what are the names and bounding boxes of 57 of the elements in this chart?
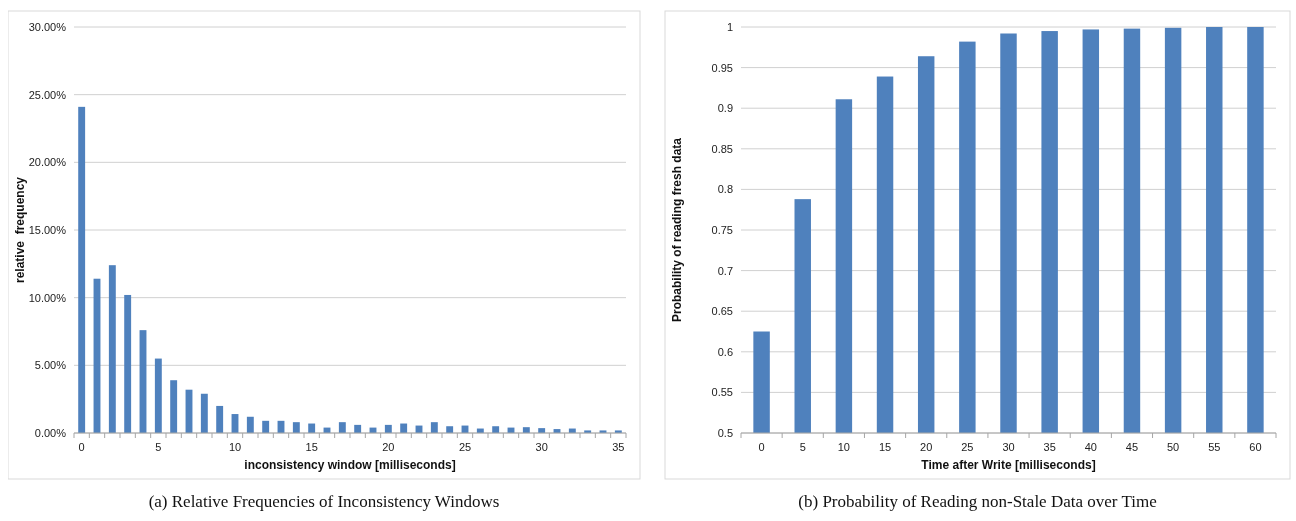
bar <box>108 265 116 433</box>
bar <box>170 380 178 433</box>
y-axis-title: relative frequency <box>13 176 27 284</box>
y-tick-label: 20.00% <box>28 156 67 169</box>
x-tick-label: 40 <box>1084 441 1097 453</box>
y-tick-label: 15.00% <box>28 224 67 236</box>
y-tick-label: 0.8 <box>717 183 733 196</box>
y-axis-title: Probability of reading fresh data <box>670 137 684 323</box>
bar <box>78 106 86 433</box>
x-tick-label: 60 <box>1249 441 1262 453</box>
y-tick-label: 0.7 <box>717 264 733 277</box>
y-tick-label: 30.00% <box>28 21 67 33</box>
text: (a) Relative Frequencies of Inconsistency Windows <box>148 492 500 511</box>
x-tick-label: 5 <box>155 441 162 453</box>
x-tick-label: 30 <box>1002 441 1015 453</box>
x-tick-label: 20 <box>382 441 395 453</box>
y-tick-label: 0.95 <box>711 61 733 74</box>
x-tick-label: 15 <box>305 441 318 453</box>
x-tick-label: 10 <box>837 441 851 453</box>
bar <box>262 420 270 433</box>
x-tick-label: 10 <box>228 441 242 453</box>
x-tick-label: 20 <box>920 441 933 453</box>
y-tick-label: 0.6 <box>717 345 733 358</box>
x-tick-label: 0 <box>758 441 765 453</box>
bar <box>154 358 162 433</box>
x-tick-label: 35 <box>612 441 625 453</box>
y-tick-label: 0.75 <box>711 224 733 236</box>
y-tick-label: 10.00% <box>28 291 67 304</box>
y-tick-label: 0.55 <box>711 386 733 399</box>
x-tick-label: 15 <box>878 441 892 453</box>
y-tick-label: 0.00% <box>34 427 67 439</box>
bar <box>246 416 254 433</box>
y-tick-label: 1 <box>726 21 733 33</box>
bar <box>292 422 300 433</box>
bar <box>338 422 346 433</box>
bar <box>200 393 208 433</box>
x-tick-label: 25 <box>458 441 472 453</box>
y-tick-label: 0.5 <box>717 427 733 439</box>
y-tick-label: 0.9 <box>717 102 733 115</box>
x-tick-label: 0 <box>78 441 85 453</box>
x-axis-title: inconsistency window [milliseconds] <box>244 458 456 472</box>
x-axis-title: Time after Write [milliseconds] <box>921 458 1096 472</box>
x-tick-label: 25 <box>961 441 974 453</box>
bar <box>430 422 438 433</box>
x-tick-label: 5 <box>799 441 806 453</box>
x-tick-label: 35 <box>1043 441 1056 453</box>
bar <box>216 405 224 433</box>
x-tick-label: 50 <box>1166 441 1180 453</box>
y-tick-label: 0.85 <box>711 142 733 155</box>
y-tick-label: 5.00% <box>34 359 67 372</box>
bar <box>124 294 132 433</box>
x-tick-label: 30 <box>535 441 548 453</box>
y-tick-label: 0.65 <box>711 305 733 318</box>
x-tick-label: 45 <box>1125 441 1139 453</box>
text: (b) Probability of Reading non-Stale Data over Time <box>798 492 1157 511</box>
x-tick-label: 55 <box>1208 441 1221 453</box>
y-tick-label: 25.00% <box>28 88 67 101</box>
